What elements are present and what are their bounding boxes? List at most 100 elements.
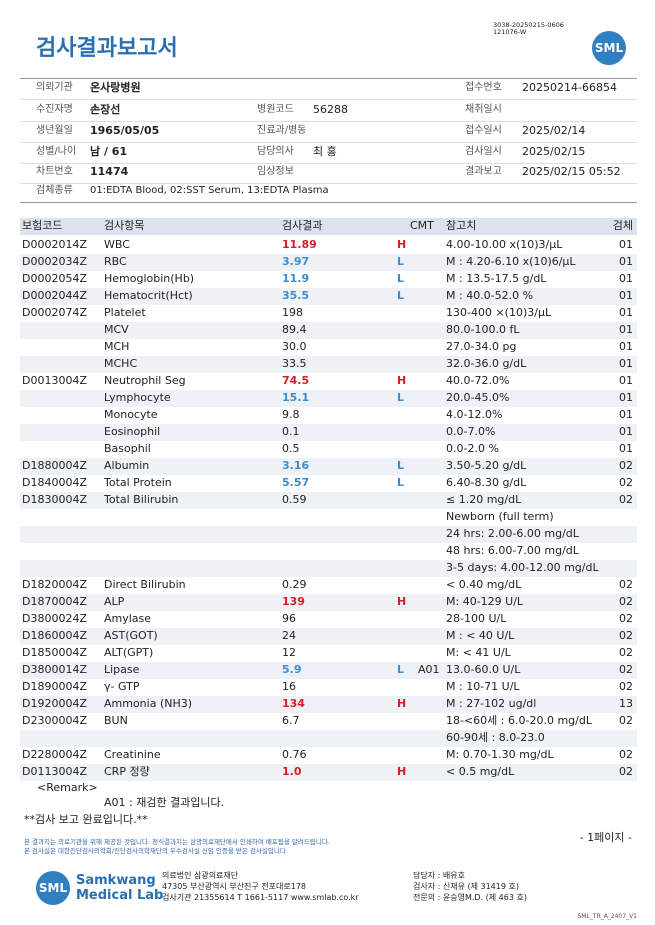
result-flag: L xyxy=(397,476,405,489)
insurance-code: D0002034Z xyxy=(22,255,87,268)
specimen-code: 01 xyxy=(619,357,633,370)
doc-code: 121076-W xyxy=(493,28,527,36)
test-item: MCHC xyxy=(104,357,138,370)
reference-range: 80.0-100.0 fL xyxy=(446,323,520,336)
row-stripe xyxy=(20,695,637,713)
info-value: 손장선 xyxy=(90,103,121,116)
info-value: 56288 xyxy=(313,103,348,116)
test-result: 12 xyxy=(282,646,296,659)
specimen-code: 01 xyxy=(619,340,633,353)
reference-range: M : 40.0-52.0 % xyxy=(446,289,534,302)
report-status: **검사 보고 완료입니다.** xyxy=(24,813,148,826)
insurance-code: D1850004Z xyxy=(22,646,87,659)
info-row-line xyxy=(20,183,637,184)
test-item: CRP 정량 xyxy=(104,765,150,778)
insurance-code: D1840004Z xyxy=(22,476,87,489)
info-value: 1965/05/05 xyxy=(90,124,160,137)
insurance-code: D1920004Z xyxy=(22,697,87,710)
info-label: 검사일시 xyxy=(465,146,502,157)
specimen-code: 02 xyxy=(619,493,633,506)
insurance-code: D1830004Z xyxy=(22,493,87,506)
test-item: ALT(GPT) xyxy=(104,646,154,659)
reference-range: 0.0-2.0 % xyxy=(446,442,499,455)
test-item: γ- GTP xyxy=(104,680,140,693)
specimen-code: 02 xyxy=(619,595,633,608)
info-label: 검체종류 xyxy=(36,185,73,196)
test-item: Creatinine xyxy=(104,748,161,761)
reference-range: 28-100 U/L xyxy=(446,612,507,625)
test-result: 11.89 xyxy=(282,238,317,251)
insurance-code: D1860004Z xyxy=(22,629,87,642)
specimen-code: 01 xyxy=(619,442,633,455)
reference-range: 40.0-72.0% xyxy=(446,374,510,387)
reference-range: ≤ 1.20 mg/dL xyxy=(446,493,522,506)
column-header: 참고치 xyxy=(446,219,477,232)
reference-range: 4.00-10.00 x(10)3/μL xyxy=(446,238,563,251)
test-result: 139 xyxy=(282,595,305,608)
insurance-code: D0002054Z xyxy=(22,272,87,285)
result-flag: L xyxy=(397,272,405,285)
reference-range: M : 13.5-17.5 g/dL xyxy=(446,272,547,285)
test-result: 0.5 xyxy=(282,442,300,455)
column-header: CMT xyxy=(410,219,434,232)
insurance-code: D0113004Z xyxy=(22,765,87,778)
test-result: 16 xyxy=(282,680,296,693)
info-label: 진료과/병동 xyxy=(257,125,307,136)
row-stripe xyxy=(20,559,637,577)
test-result: 3.97 xyxy=(282,255,310,268)
result-flag: L xyxy=(397,391,405,404)
row-stripe xyxy=(20,763,637,781)
reference-range: M: 0.70-1.30 mg/dL xyxy=(446,748,554,761)
footer-address: 검사기관 21355614 T 1661-5117 www.smlab.co.k… xyxy=(162,893,359,902)
test-result: 96 xyxy=(282,612,296,625)
specimen-code: 02 xyxy=(619,459,633,472)
row-stripe xyxy=(20,593,637,611)
test-item: Lymphocyte xyxy=(104,391,171,404)
reference-range: < 0.40 mg/dL xyxy=(446,578,522,591)
specimen-code: 01 xyxy=(619,391,633,404)
reference-range: 48 hrs: 6.00-7.00 mg/dL xyxy=(446,544,579,557)
footer-logo: SML xyxy=(36,871,70,905)
row-stripe xyxy=(20,661,637,679)
test-item: MCV xyxy=(104,323,129,336)
test-result: 5.57 xyxy=(282,476,310,489)
test-result: 24 xyxy=(282,629,296,642)
reference-range: 3.50-5.20 g/dL xyxy=(446,459,527,472)
result-flag: L xyxy=(397,289,405,302)
column-header: 보험코드 xyxy=(22,219,63,232)
info-label: 접수번호 xyxy=(465,82,502,93)
table-header-bg xyxy=(20,218,637,235)
result-flag: H xyxy=(397,765,407,778)
reference-range: 20.0-45.0% xyxy=(446,391,510,404)
test-item: Albumin xyxy=(104,459,150,472)
info-label: 채취일시 xyxy=(465,104,502,115)
reference-range: 18-<60세 : 6.0-20.0 mg/dL xyxy=(446,714,592,727)
test-item: Total Protein xyxy=(104,476,172,489)
test-result: 11.9 xyxy=(282,272,310,285)
info-value: 2025/02/15 05:52 xyxy=(522,165,621,178)
info-label: 생년월일 xyxy=(36,125,73,136)
info-value: 2025/02/15 xyxy=(522,145,586,158)
test-item: Monocyte xyxy=(104,408,158,421)
column-header: 검사항목 xyxy=(104,219,145,232)
info-value: 남 / 61 xyxy=(90,145,128,158)
reference-range: 32.0-36.0 g/dL xyxy=(446,357,527,370)
reference-range: M : 4.20-6.10 x(10)6/μL xyxy=(446,255,576,268)
insurance-code: D3800014Z xyxy=(22,663,87,676)
result-flag: H xyxy=(397,595,407,608)
row-stripe xyxy=(20,729,637,747)
test-result: 134 xyxy=(282,697,305,710)
row-stripe xyxy=(20,423,637,441)
test-result: 0.76 xyxy=(282,748,307,761)
specimen-code: 01 xyxy=(619,323,633,336)
specimen-code: 02 xyxy=(619,612,633,625)
page-number: - 1페이지 - xyxy=(579,831,632,844)
test-result: 74.5 xyxy=(282,374,310,387)
remark-note: A01 : 재검한 결과입니다. xyxy=(104,796,225,809)
reference-range: M : 10-71 U/L xyxy=(446,680,520,693)
reference-range: 130-400 ×(10)3/μL xyxy=(446,306,552,319)
info-label: 차트번호 xyxy=(36,166,73,177)
info-value: 2025/02/14 xyxy=(522,124,586,137)
specimen-code: 01 xyxy=(619,238,633,251)
